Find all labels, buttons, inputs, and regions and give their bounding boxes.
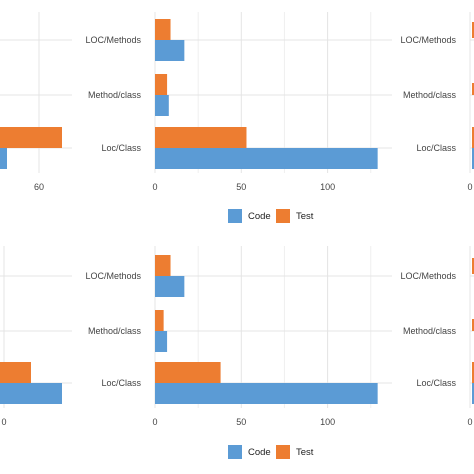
bar-test <box>155 74 168 95</box>
panel-bottom-left: 0 <box>0 246 72 427</box>
category-label: LOC/Methods <box>400 35 456 45</box>
category-label: Loc/Class <box>416 143 456 153</box>
panel-bottom-right: 0 LOC/Methods Method/class Loc/Class <box>400 246 474 427</box>
bar-test <box>472 362 474 383</box>
legend-swatch-code <box>228 445 242 459</box>
panel-bottom-middle: 0 50 100 LOC/Methods Method/class Loc/Class <box>85 246 392 427</box>
panel-top-middle: 0 50 100 LOC/Methods Method/class Loc/Class <box>85 12 392 192</box>
bar-test <box>155 255 171 276</box>
x-tick-label: 0 <box>467 182 472 192</box>
bar-code <box>155 276 185 297</box>
category-label: Method/class <box>403 326 457 336</box>
bar-code <box>0 383 62 404</box>
bar-test <box>0 127 62 148</box>
legend-swatch-test <box>276 209 290 223</box>
bar-code <box>155 148 378 169</box>
category-label: Method/class <box>403 90 457 100</box>
panel-top-left: 60 <box>0 12 72 192</box>
legend-label: Test <box>296 211 314 222</box>
x-tick-label: 50 <box>236 417 246 427</box>
legend-label: Code <box>248 447 271 458</box>
x-tick-label: 0 <box>152 417 157 427</box>
bar-code <box>155 40 185 61</box>
legend-label: Code <box>248 211 271 222</box>
legend: Code Test <box>228 209 314 223</box>
x-tick-label: 0 <box>467 417 472 427</box>
bar-code <box>155 383 378 404</box>
legend-swatch-code <box>228 209 242 223</box>
x-tick-label: 0 <box>1 417 6 427</box>
category-label: Method/class <box>88 90 142 100</box>
bar-test <box>155 127 247 148</box>
x-tick-label: 60 <box>34 182 44 192</box>
x-tick-label: 100 <box>320 182 335 192</box>
x-tick-label: 0 <box>152 182 157 192</box>
bar-code <box>0 148 7 169</box>
x-tick-label: 100 <box>320 417 335 427</box>
legend-swatch-test <box>276 445 290 459</box>
category-label: Method/class <box>88 326 142 336</box>
bar-code <box>472 383 474 404</box>
bar-test <box>472 22 474 38</box>
panel-top-right: 0 LOC/Methods Method/class Loc/Class <box>400 12 474 192</box>
category-label: Loc/Class <box>416 378 456 388</box>
category-label: Loc/Class <box>101 378 141 388</box>
bar-test <box>472 127 474 148</box>
bar-test <box>155 310 164 331</box>
bar-test <box>472 258 474 274</box>
bar-test <box>472 83 474 95</box>
bar-test <box>155 362 221 383</box>
bar-code <box>472 148 474 169</box>
x-tick-label: 50 <box>236 182 246 192</box>
bar-test <box>155 19 171 40</box>
category-label: LOC/Methods <box>400 271 456 281</box>
legend-label: Test <box>296 447 314 458</box>
category-label: LOC/Methods <box>85 35 141 45</box>
bar-test <box>472 319 474 331</box>
bar-test <box>0 362 31 383</box>
bar-code <box>155 95 169 116</box>
category-label: LOC/Methods <box>85 271 141 281</box>
category-label: Loc/Class <box>101 143 141 153</box>
bar-code <box>155 331 168 352</box>
legend: Code Test <box>228 445 314 459</box>
